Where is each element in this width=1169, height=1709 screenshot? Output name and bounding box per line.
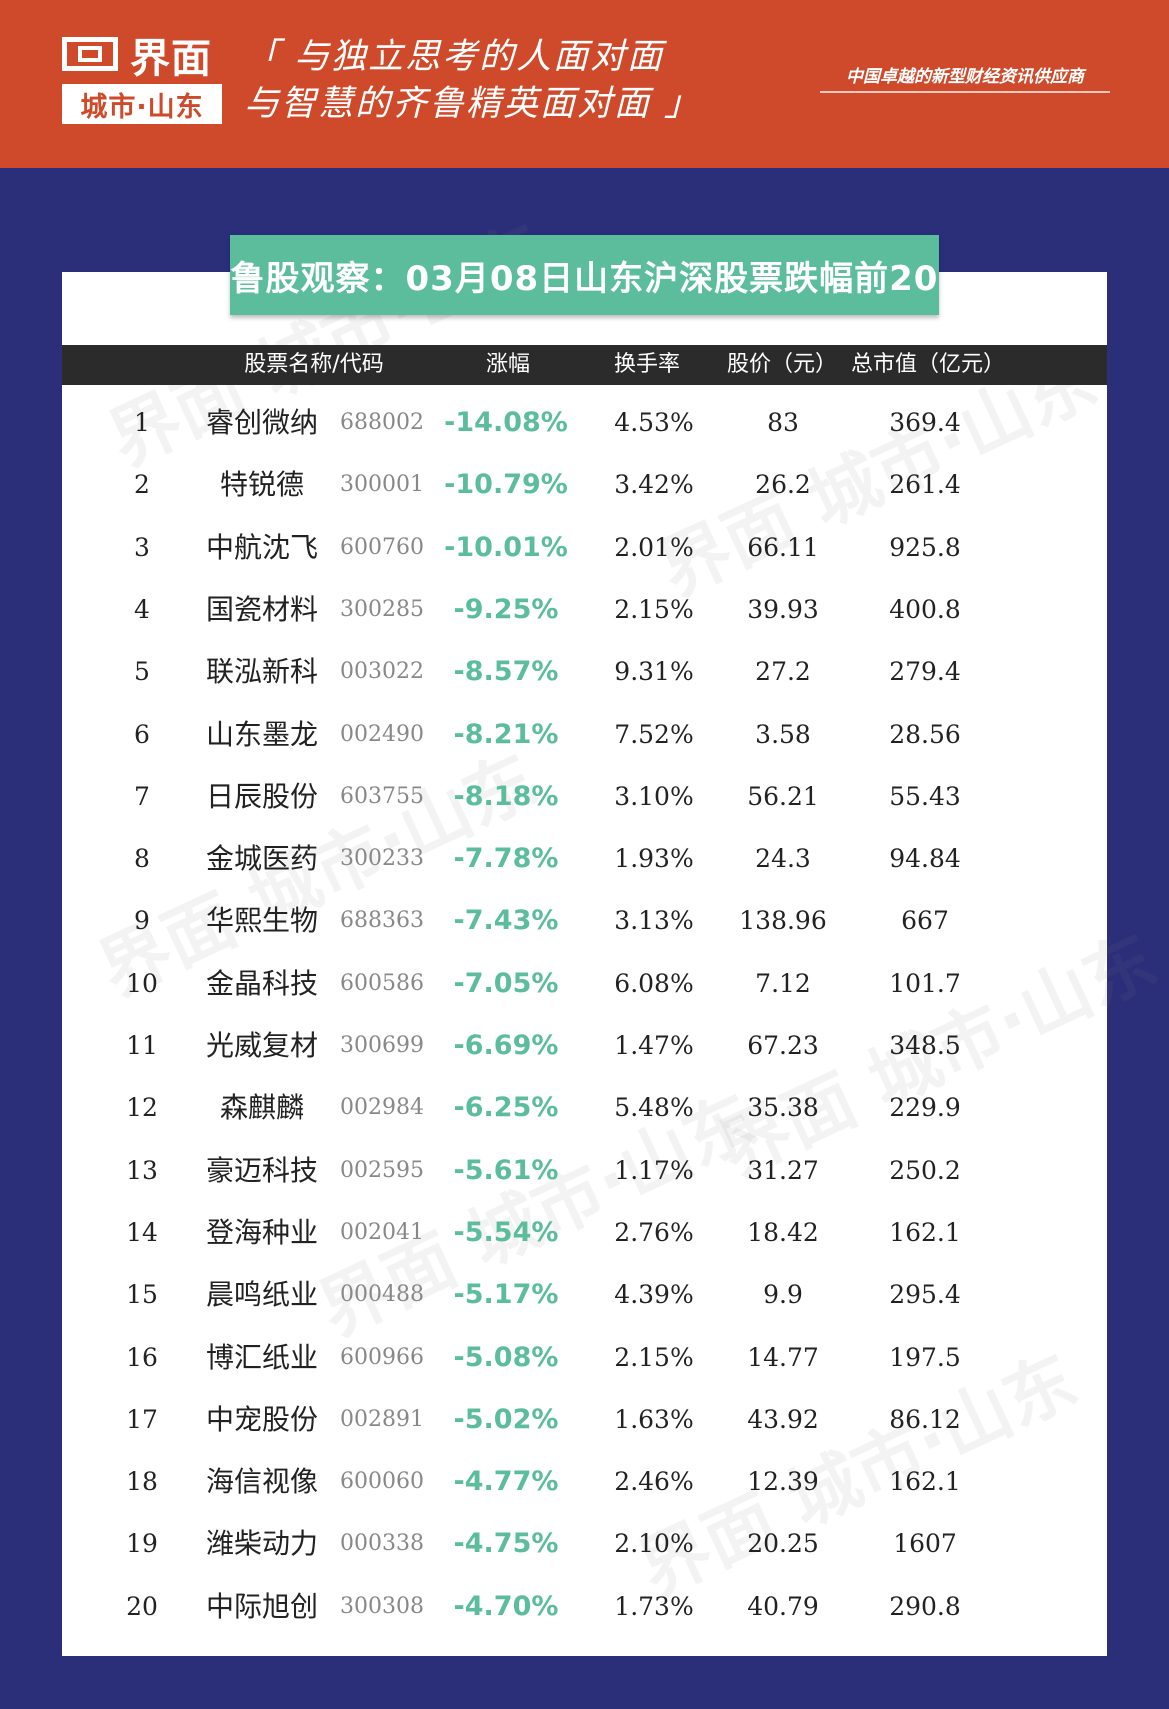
slogan-line-2: 与智慧的齐鲁精英面对面 」	[244, 84, 702, 124]
header-banner: 界面 城市·山东 「 与独立思考的人面对面 与智慧的齐鲁精英面对面 」 中国卓越…	[0, 0, 1169, 168]
logo-mark-icon	[62, 37, 124, 73]
table-card	[62, 272, 1107, 1656]
column-header-change: 涨幅	[485, 352, 531, 377]
slogan: 「 与独立思考的人面对面 与智慧的齐鲁精英面对面 」	[244, 34, 701, 128]
column-header-market-cap: 总市值（亿元）	[850, 352, 1006, 377]
brand-city: 城市·山东	[62, 84, 222, 124]
brand-logo: 界面 城市·山东	[62, 30, 222, 124]
table-header: 股票名称/代码 涨幅 换手率 股价（元） 总市值（亿元）	[62, 345, 1107, 385]
slogan-line-1: 「 与独立思考的人面对面	[244, 37, 665, 77]
column-header-name: 股票名称/代码	[244, 352, 384, 377]
column-header-price: 股价（元）	[726, 352, 838, 377]
column-header-turnover: 换手率	[613, 352, 681, 377]
tagline: 中国卓越的新型财经资讯供应商	[820, 62, 1110, 93]
page-title: 鲁股观察：03月08日山东沪深股票跌幅前20	[230, 235, 939, 315]
brand-name: 界面	[130, 36, 212, 82]
